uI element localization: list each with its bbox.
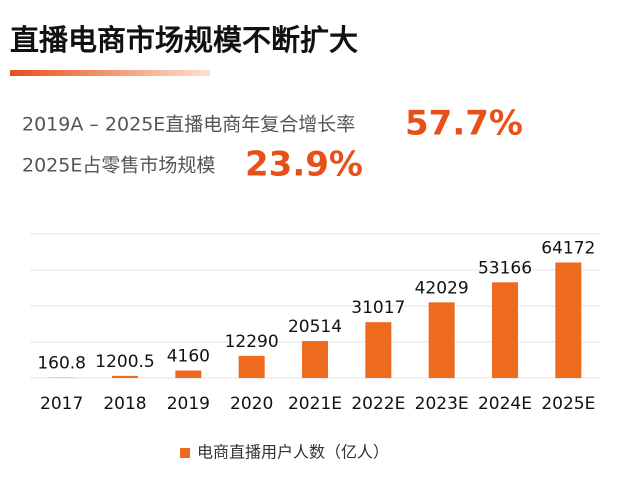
x-tick-label: 2020 (230, 394, 273, 414)
x-tick-label: 2021E (288, 394, 342, 414)
value-label: 31017 (351, 298, 405, 318)
bar (302, 341, 328, 378)
x-tick-label: 2025E (541, 394, 595, 414)
value-label: 64172 (541, 238, 595, 258)
value-label: 12290 (225, 332, 279, 352)
value-label: 53166 (478, 258, 532, 278)
bar (112, 375, 138, 378)
stat-label: 2025E占零售市场规模 (22, 155, 215, 177)
value-label: 1200.5 (95, 352, 154, 372)
bar (238, 355, 265, 378)
value-label: 20514 (288, 317, 342, 337)
stat-value: 57.7% (405, 104, 523, 144)
x-tick-label: 2022E (351, 394, 405, 414)
bar (175, 370, 202, 378)
x-tick-label: 2017 (40, 394, 83, 414)
value-label: 42029 (415, 278, 469, 298)
value-label: 4160 (167, 347, 210, 367)
x-tick-label: 2024E (478, 394, 532, 414)
value-label: 160.8 (37, 354, 86, 374)
x-tick-label: 2019 (167, 394, 210, 414)
legend-label: 电商直播用户人数（亿人） (197, 443, 389, 462)
title: 直播电商市场规模不断扩大 (10, 23, 358, 57)
x-tick-label: 2023E (415, 394, 469, 414)
stat-label: 2019A – 2025E直播电商年复合增长率 (22, 114, 355, 136)
bar (492, 282, 518, 378)
stat-value: 23.9% (245, 145, 363, 185)
legend-swatch (180, 448, 190, 458)
bar (555, 262, 582, 378)
x-tick-label: 2018 (103, 394, 146, 414)
title-underline (10, 70, 210, 76)
bar (428, 302, 455, 378)
bar (365, 322, 392, 378)
